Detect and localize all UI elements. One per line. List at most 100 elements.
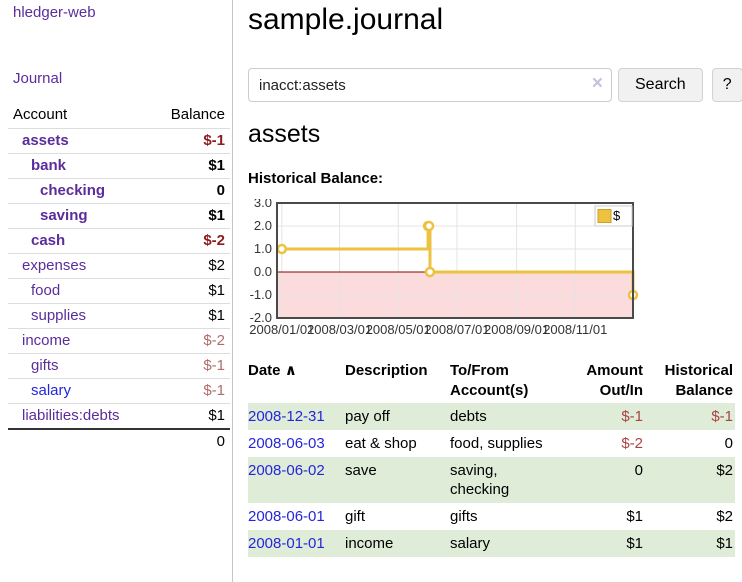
search-button[interactable]: Search	[618, 68, 703, 102]
transaction-accounts: debts	[450, 408, 487, 425]
account-link-expenses[interactable]: expenses	[22, 257, 87, 274]
transaction-date-link[interactable]: 2008-06-01	[248, 508, 325, 525]
svg-text:-2.0: -2.0	[250, 310, 272, 325]
account-link-gifts[interactable]: gifts	[31, 357, 59, 374]
search-form: × Search ?	[248, 68, 742, 102]
account-link-checking[interactable]: checking	[40, 182, 106, 199]
sidebar-item-journal[interactable]: Journal	[13, 70, 63, 87]
account-row: bank $1	[8, 153, 230, 179]
register-col-description: Description	[345, 362, 428, 379]
transaction-date-link[interactable]: 2008-06-03	[248, 435, 325, 452]
page-title: sample.journal	[248, 3, 444, 36]
help-button[interactable]: ?	[711, 68, 742, 102]
clear-search-icon[interactable]: ×	[591, 73, 603, 94]
account-balance: $-1	[153, 128, 230, 154]
app-title-link[interactable]: hledger-web	[13, 4, 96, 21]
transaction-description: eat & shop	[345, 435, 417, 452]
account-link-liabilities-debts[interactable]: liabilities:debts	[22, 407, 120, 424]
register-col-accounts: To/From Account(s)	[450, 362, 529, 399]
register-col-balance: Historical Balance	[664, 362, 733, 399]
account-balance: $-2	[153, 328, 230, 354]
search-input[interactable]	[248, 68, 612, 102]
account-link-cash[interactable]: cash	[31, 232, 66, 249]
transaction-accounts: saving, checking	[450, 462, 510, 498]
register-row: 2008-06-01 gift gifts $1 $2	[248, 503, 735, 530]
transaction-accounts: food, supplies	[450, 435, 543, 452]
account-row: assets $-1	[8, 128, 230, 154]
transaction-amount: $1	[626, 508, 643, 525]
transaction-amount: $-2	[621, 435, 643, 452]
account-row: salary $-1	[8, 378, 230, 404]
account-row: saving $1	[8, 203, 230, 229]
account-balance: $2	[153, 253, 230, 279]
accounts-col-balance: Balance	[153, 104, 230, 129]
accounts-total-value: 0	[153, 428, 230, 454]
transaction-balance: $-1	[711, 408, 733, 425]
svg-text:3.0: 3.0	[254, 199, 272, 210]
search-box: ×	[248, 68, 612, 102]
transaction-balance: $1	[716, 535, 733, 552]
account-balance: $-1	[153, 353, 230, 379]
transaction-balance: $2	[716, 508, 733, 525]
transaction-accounts: gifts	[450, 508, 478, 525]
transaction-description: gift	[345, 508, 366, 525]
transaction-amount: $-1	[621, 408, 643, 425]
svg-text:2.0: 2.0	[254, 218, 272, 233]
transaction-amount: $1	[626, 535, 643, 552]
account-row: checking 0	[8, 178, 230, 204]
svg-text:$: $	[613, 208, 621, 223]
svg-text:2008/03/01: 2008/03/01	[307, 322, 372, 337]
account-balance: 0	[153, 178, 230, 204]
account-heading: assets	[248, 120, 321, 148]
account-balance: $1	[153, 203, 230, 229]
account-link-supplies[interactable]: supplies	[31, 307, 87, 324]
transaction-accounts: salary	[450, 535, 491, 552]
transaction-date-link[interactable]: 2008-06-02	[248, 462, 325, 479]
transaction-description: pay off	[345, 408, 390, 425]
historical-balance-chart-wrap: 3.0 2.0 1.0 0.0 -1.0 -2.0 2008/01/01 2008/03/01…	[248, 199, 642, 341]
svg-text:2008/01/01: 2008/01/01	[249, 322, 314, 337]
historical-balance-chart: 3.0 2.0 1.0 0.0 -1.0 -2.02008/01/012008/03/01…	[249, 199, 639, 337]
svg-text:2008/05/01: 2008/05/01	[366, 322, 431, 337]
transaction-date-link[interactable]: 2008-01-01	[248, 535, 325, 552]
account-row: liabilities:debts $1	[8, 403, 230, 429]
register-header-row: Date ∧ Description To/From Account(s) Am…	[248, 359, 735, 403]
account-link-salary[interactable]: salary	[31, 382, 72, 399]
account-link-food[interactable]: food	[31, 282, 61, 299]
account-link-bank[interactable]: bank	[31, 157, 67, 174]
account-balance: $1	[153, 303, 230, 329]
account-link-income[interactable]: income	[22, 332, 71, 349]
register-col-amount: Amount Out/In	[586, 362, 643, 399]
main-content: sample.journal × Search ? assets Histori…	[233, 0, 742, 582]
account-balance: $1	[153, 403, 230, 429]
account-row: income $-2	[8, 328, 230, 354]
account-row: food $1	[8, 278, 230, 304]
account-row: supplies $1	[8, 303, 230, 329]
accounts-total-row: 0	[8, 428, 230, 454]
svg-text:2008/11/01: 2008/11/01	[543, 322, 607, 337]
chart-title: Historical Balance:	[248, 170, 384, 187]
transaction-description: save	[345, 462, 377, 479]
account-balance: $1	[153, 278, 230, 304]
accounts-header-row: Account Balance	[8, 104, 230, 129]
account-balance: $1	[153, 153, 230, 179]
register-col-date[interactable]: Date ∧	[248, 362, 297, 379]
register-row: 2008-06-03 eat & shop food, supplies $-2…	[248, 430, 735, 457]
account-balance: $-1	[153, 378, 230, 404]
transaction-date-link[interactable]: 2008-12-31	[248, 408, 325, 425]
account-link-assets[interactable]: assets	[22, 132, 69, 149]
transaction-amount: 0	[634, 462, 643, 479]
svg-text:0.0: 0.0	[254, 264, 272, 279]
account-row: expenses $2	[8, 253, 230, 279]
sort-ascending-icon: ∧	[284, 362, 297, 379]
svg-text:2008/09/01: 2008/09/01	[484, 322, 549, 337]
account-row: gifts $-1	[8, 353, 230, 379]
transaction-balance: 0	[724, 435, 733, 452]
accounts-col-account: Account	[8, 104, 154, 129]
svg-text:2008/07/01: 2008/07/01	[424, 322, 489, 337]
account-balance: $-2	[153, 228, 230, 254]
register-row: 2008-01-01 income salary $1 $1	[248, 530, 735, 557]
register-row: 2008-06-02 save saving, checking 0 $2	[248, 457, 735, 503]
account-link-saving[interactable]: saving	[40, 207, 88, 224]
